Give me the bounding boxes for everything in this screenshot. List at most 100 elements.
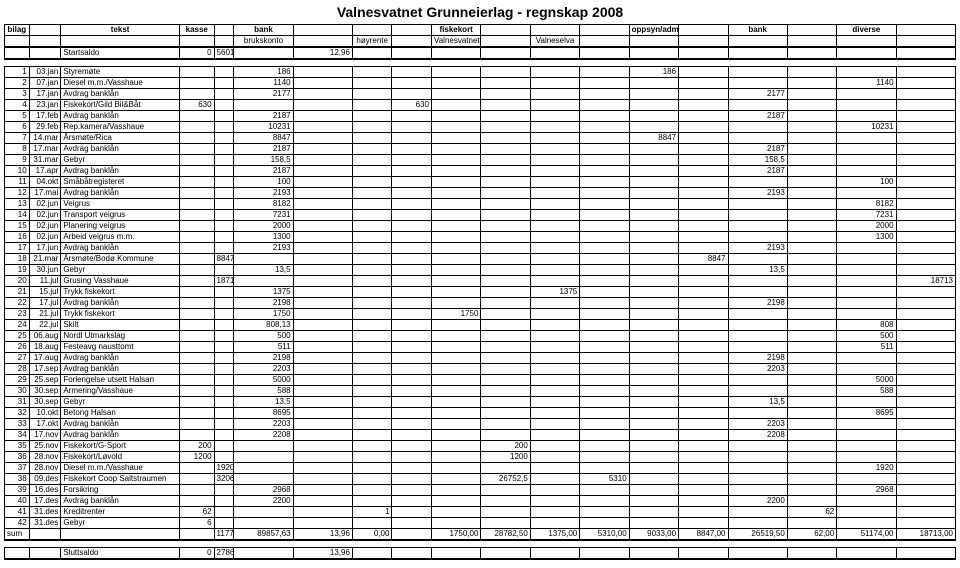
table-row: 24 [5, 320, 30, 331]
table-row [352, 177, 392, 188]
table-row [728, 287, 787, 298]
table-row [392, 243, 432, 254]
table-row [728, 441, 787, 452]
table-row [214, 188, 234, 199]
table-row: 35 [5, 441, 30, 452]
table-row [179, 254, 214, 265]
table-row: Avdrag banklån [61, 298, 180, 309]
table-row: Gebyr [61, 155, 180, 166]
table-row: Forlengelse utsett Halsan [61, 375, 180, 386]
table-row [837, 111, 896, 122]
table-row [629, 232, 678, 243]
table-row [787, 188, 836, 199]
table-row [896, 452, 955, 463]
table-row [214, 375, 234, 386]
startsaldo-row: 12,96 [293, 47, 352, 59]
startsaldo-row [728, 47, 787, 59]
table-row [580, 111, 629, 122]
table-row [679, 210, 728, 221]
table-row [629, 188, 678, 199]
table-row [530, 133, 579, 144]
table-row [787, 166, 836, 177]
table-row [896, 155, 955, 166]
table-row [580, 397, 629, 408]
sluttsaldo-row [728, 548, 787, 560]
sluttsaldo-row [530, 548, 579, 560]
table-row [837, 188, 896, 199]
table-row [293, 507, 352, 518]
table-row [787, 353, 836, 364]
table-row [481, 364, 530, 375]
table-row [787, 221, 836, 232]
table-row: 18713 [214, 276, 234, 287]
table-row [580, 463, 629, 474]
table-row [392, 188, 432, 199]
table-row [896, 243, 955, 254]
table-row [580, 243, 629, 254]
table-row [352, 397, 392, 408]
table-row [214, 298, 234, 309]
table-row [580, 320, 629, 331]
table-row [214, 199, 234, 210]
table-row: 31.des [29, 507, 61, 518]
table-row [580, 298, 629, 309]
header-top: bilag [5, 25, 30, 36]
sum-row: 1375,00 [530, 529, 579, 541]
table-row: 11.jul [29, 276, 61, 287]
table-row [234, 254, 293, 265]
startsaldo-row [787, 47, 836, 59]
table-row [728, 342, 787, 353]
table-row [787, 144, 836, 155]
sum-row: 9033,00 [629, 529, 678, 541]
header-top: fiskekort [431, 25, 480, 36]
table-row [431, 265, 480, 276]
table-row [179, 496, 214, 507]
table-row [352, 254, 392, 265]
table-row [481, 221, 530, 232]
table-row [481, 155, 530, 166]
table-row [787, 133, 836, 144]
table-row: 2198 [234, 353, 293, 364]
table-row [629, 375, 678, 386]
header-sub: brukskonto [234, 36, 293, 48]
table-row [352, 144, 392, 155]
table-row [481, 463, 530, 474]
table-row: 1750 [431, 309, 480, 320]
table-row [580, 342, 629, 353]
table-row [431, 89, 480, 100]
table-row [580, 309, 629, 320]
header-top: tekst [61, 25, 180, 36]
table-row: 8695 [234, 408, 293, 419]
table-row [728, 276, 787, 287]
table-row: 16 [5, 232, 30, 243]
table-row: 17.sep [29, 364, 61, 375]
table-row: Armering/Vasshaue [61, 386, 180, 397]
table-row [179, 463, 214, 474]
table-row [837, 254, 896, 265]
table-row [530, 320, 579, 331]
table-row [179, 430, 214, 441]
table-row [629, 210, 678, 221]
table-row [629, 243, 678, 254]
table-row: 16.des [29, 485, 61, 496]
table-row: Gebyr [61, 397, 180, 408]
table-row [787, 210, 836, 221]
table-row [214, 320, 234, 331]
table-row [179, 67, 214, 78]
table-row [481, 100, 530, 111]
table-row: 2187 [234, 144, 293, 155]
table-row [580, 430, 629, 441]
table-row [837, 166, 896, 177]
table-row [179, 133, 214, 144]
table-row: Årsmøte/Bodø Kommune [61, 254, 180, 265]
table-row [679, 452, 728, 463]
table-row: 1920 [837, 463, 896, 474]
table-row [234, 452, 293, 463]
table-row [293, 221, 352, 232]
table-row [787, 155, 836, 166]
table-row [530, 386, 579, 397]
table-row [787, 232, 836, 243]
table-row: 62 [179, 507, 214, 518]
table-row: Betong Halsan [61, 408, 180, 419]
table-row [679, 408, 728, 419]
